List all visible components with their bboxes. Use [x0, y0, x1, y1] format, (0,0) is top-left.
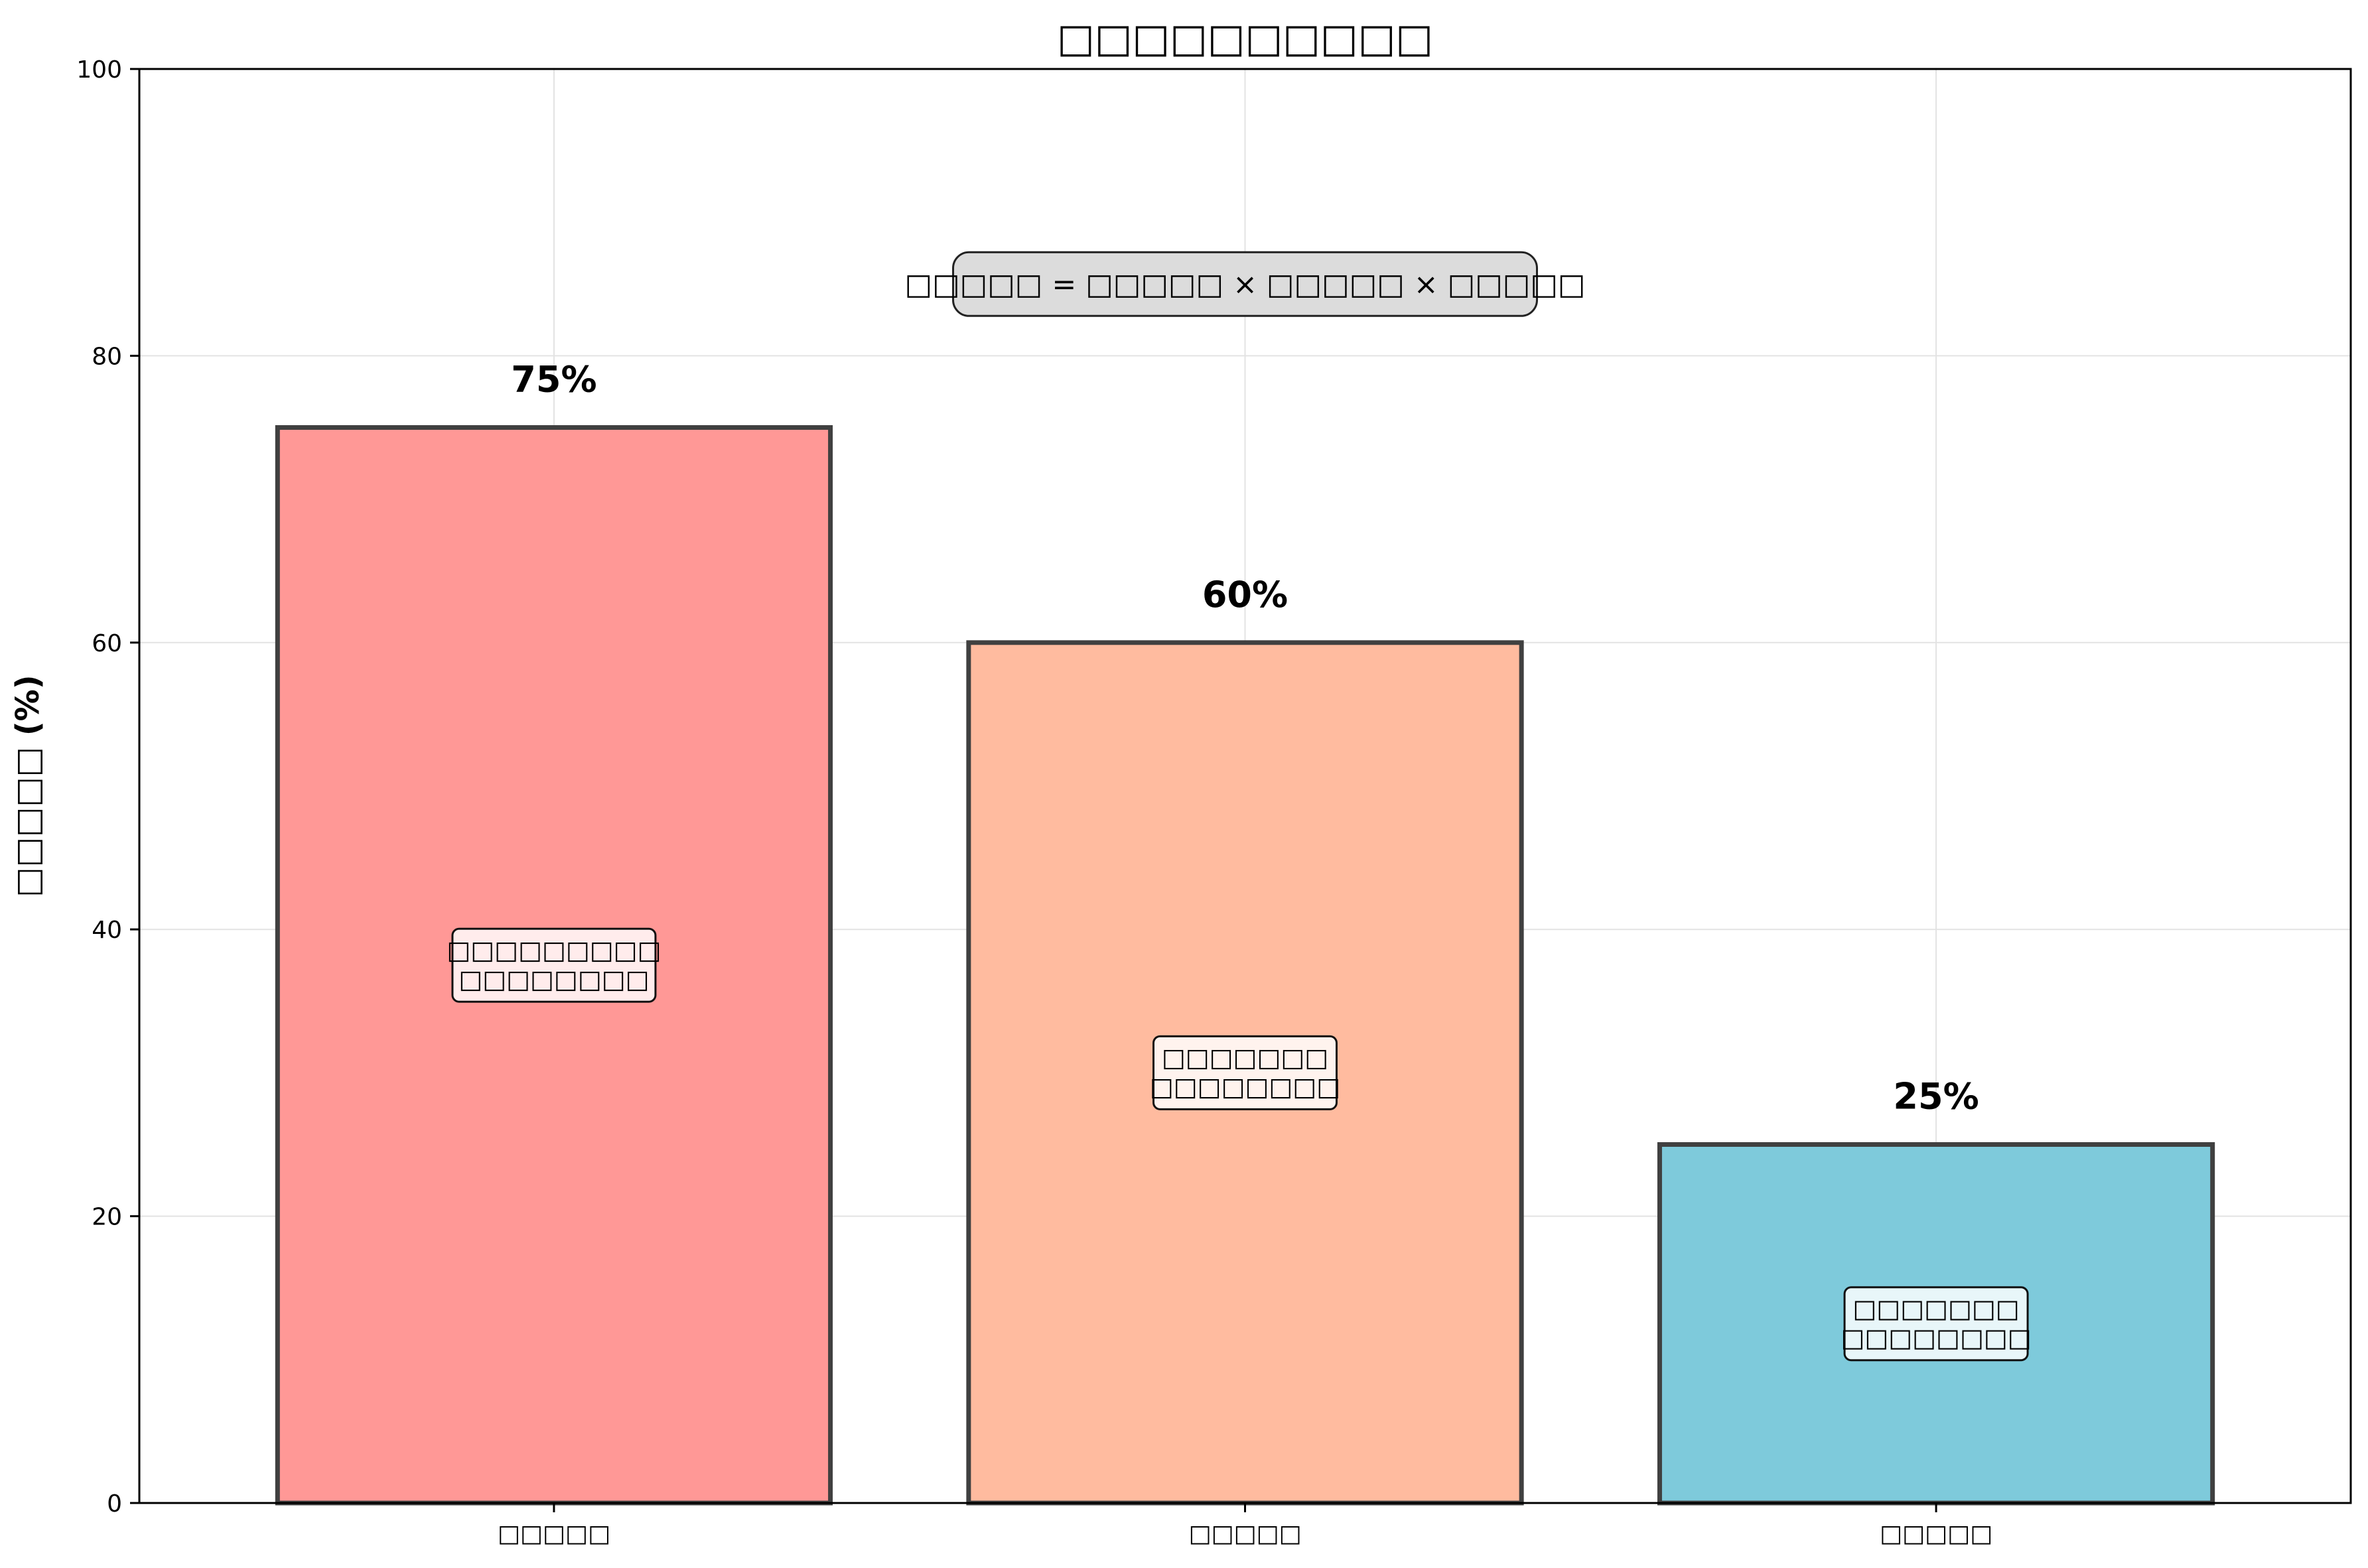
y-tick-label: 0	[107, 1490, 122, 1518]
bar-annotation-text: □□□□□□□□	[458, 964, 649, 994]
bar-annotation-text: □□□□□□□□□	[447, 935, 661, 964]
bar-annotation-text: □□□□□□□	[1852, 1294, 2019, 1323]
y-axis-label: □□□□□ (%)	[9, 675, 46, 897]
bar-value-label: 25%	[1893, 1076, 1979, 1118]
annotations: 75%□□□□□□□□□□□□□□□□□60%□□□□□□□□□□□□□□□ 25…	[447, 251, 2032, 1362]
bar-annotation-box	[1152, 1035, 1338, 1110]
bar-annotation-text: □□□□□□□□	[1841, 1323, 2031, 1352]
y-tick-label: 40	[92, 917, 122, 944]
formula-annotation-text: □□□□□ = □□□□□ × □□□□□ × □□□□□	[905, 267, 1586, 301]
y-tick-label: 20	[92, 1204, 122, 1231]
chart-title: □□□□□□□□□□	[1057, 15, 1433, 62]
x-tick-label: □□□□□	[1188, 1520, 1301, 1547]
y-tick-label: 60	[92, 630, 122, 657]
x-tick-label: □□□□□	[498, 1520, 610, 1547]
bar-value-label: 75%	[511, 359, 596, 401]
bar-value-label: 60%	[1202, 574, 1288, 616]
bar-annotation-box	[1843, 1286, 2029, 1362]
y-tick-label: 100	[76, 56, 122, 84]
bar-annotation-text: □□□□□□□□	[1150, 1072, 1340, 1101]
x-tick-label: □□□□□	[1880, 1520, 1992, 1547]
formula-annotation-box	[952, 251, 1538, 317]
bar-annotation-box	[451, 927, 657, 1003]
y-tick-label: 80	[92, 343, 122, 370]
bar-annotation-text: □□□□□□□	[1162, 1043, 1328, 1072]
bar	[1657, 1142, 2215, 1506]
